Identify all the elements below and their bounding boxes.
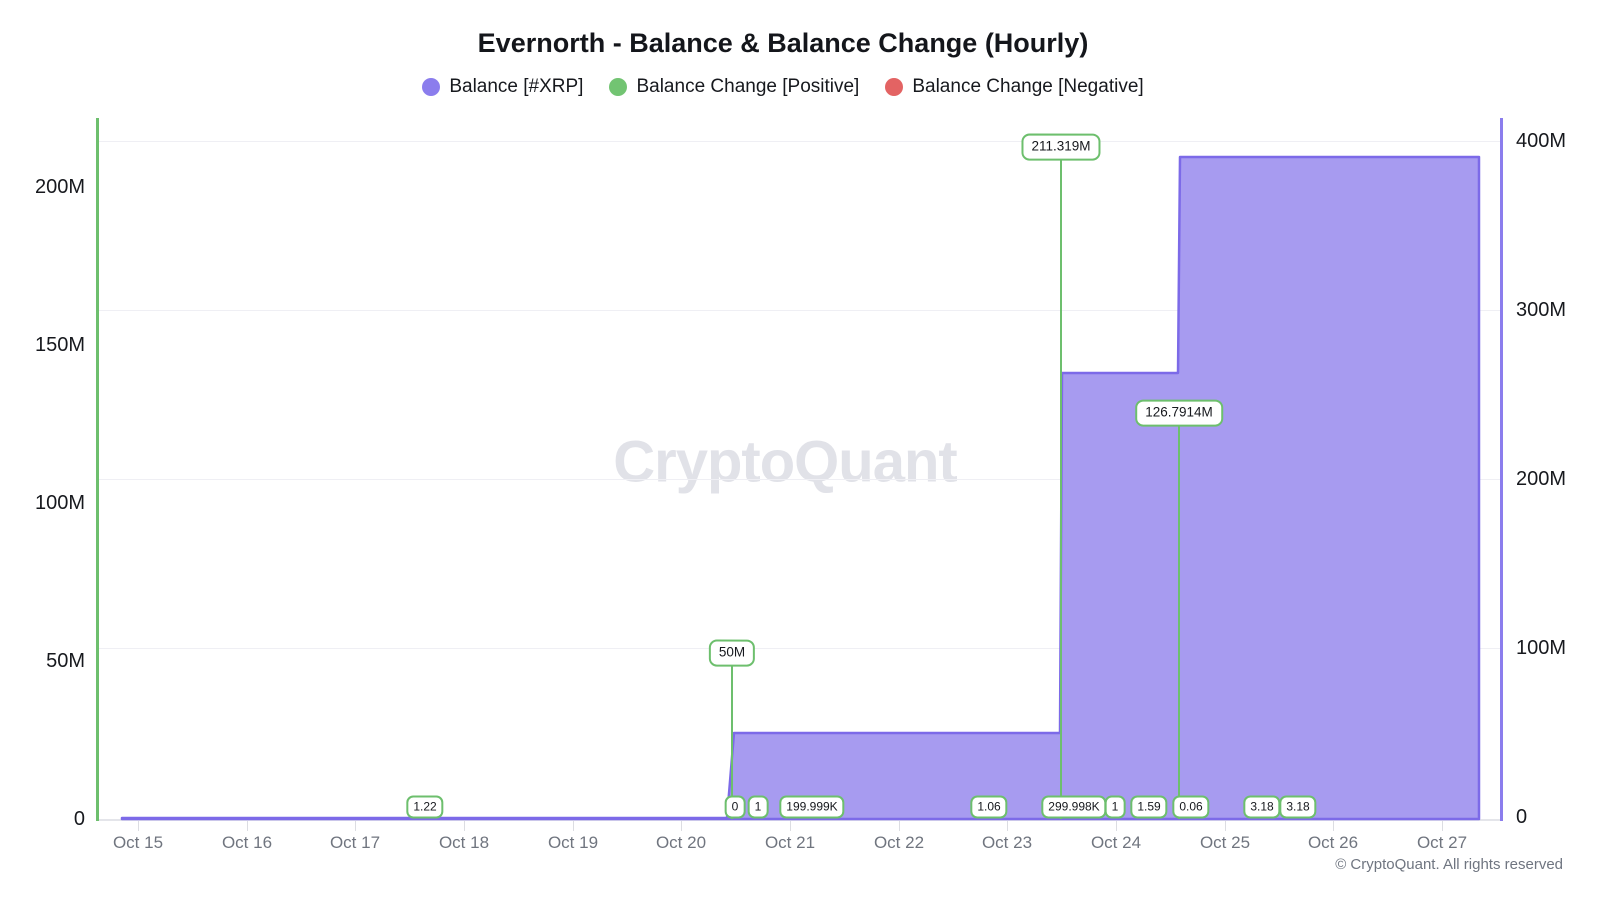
change-badge: 1.22 xyxy=(406,795,444,819)
change-badge: 126.7914M xyxy=(1135,399,1223,427)
x-axis-tick-mark xyxy=(680,821,682,831)
x-axis-tick-mark xyxy=(898,821,900,831)
x-axis-tick-mark xyxy=(1332,821,1334,831)
right-axis-tick-label: 100M xyxy=(1516,637,1567,659)
change-badge: 0.06 xyxy=(1172,795,1210,819)
positive-change-line xyxy=(1060,160,1062,819)
x-axis-tick-mark xyxy=(789,821,791,831)
legend-label: Balance Change [Positive] xyxy=(636,76,860,97)
x-axis-tick-label: Oct 21 xyxy=(764,833,816,852)
change-badge: 299.998K xyxy=(1041,795,1107,819)
right-axis-tick-label: 400M xyxy=(1516,130,1567,152)
positive-change-line xyxy=(731,666,733,819)
gridline xyxy=(98,478,1502,480)
x-axis-tick-label: Oct 19 xyxy=(547,833,599,852)
x-axis-tick-mark xyxy=(354,821,356,831)
cryptoquant-watermark: CryptoQuant xyxy=(613,429,957,495)
legend-item-balance[interactable]: Balance [#XRP] xyxy=(422,76,583,98)
x-axis-tick-mark xyxy=(572,821,574,831)
left-axis-tick-label: 50M xyxy=(46,650,85,672)
change-badge: 0 xyxy=(724,795,746,819)
x-axis-tick-label: Oct 26 xyxy=(1307,833,1359,852)
legend: Balance [#XRP] Balance Change [Positive]… xyxy=(0,76,1566,98)
x-axis-tick-label: Oct 20 xyxy=(655,833,707,852)
x-axis-tick-label: Oct 22 xyxy=(873,833,925,852)
balance-series-dot-icon xyxy=(422,78,441,96)
change-badge: 1 xyxy=(747,795,769,819)
x-axis-tick-label: Oct 24 xyxy=(1090,833,1142,852)
positive-change-line xyxy=(1178,426,1180,819)
x-axis-tick-label: Oct 27 xyxy=(1416,833,1468,852)
change-badge: 3.18 xyxy=(1243,795,1281,819)
change-badge: 199.999K xyxy=(779,795,845,819)
chart-title: Evernorth - Balance & Balance Change (Ho… xyxy=(477,28,1089,58)
x-axis-tick-label: Oct 25 xyxy=(1199,833,1251,852)
gridline xyxy=(98,140,1502,142)
left-axis-tick-label: 200M xyxy=(34,176,85,198)
left-axis-tick-label: 100M xyxy=(34,492,85,514)
x-axis-tick-label: Oct 16 xyxy=(221,833,273,852)
x-axis-tick-mark xyxy=(1006,821,1008,831)
gridline xyxy=(98,647,1502,649)
right-axis-tick-label: 0 xyxy=(1516,806,1528,828)
x-axis-tick-mark xyxy=(463,821,465,831)
change-badge: 3.18 xyxy=(1279,795,1317,819)
x-axis-tick-label: Oct 18 xyxy=(438,833,490,852)
right-axis-tick-label: 300M xyxy=(1516,299,1567,321)
left-axis-tick-label: 150M xyxy=(34,334,85,356)
x-axis-tick-label: Oct 23 xyxy=(981,833,1033,852)
x-axis-tick-mark xyxy=(137,821,139,831)
change-badge: 1.06 xyxy=(970,795,1008,819)
negative-change-dot-icon xyxy=(885,78,904,96)
left-axis-line xyxy=(96,118,99,821)
change-badge: 1.59 xyxy=(1130,795,1168,819)
right-axis-line xyxy=(1500,118,1503,821)
x-axis-tick-mark xyxy=(1224,821,1226,831)
x-axis-tick-mark xyxy=(1441,821,1443,831)
change-badge: 1 xyxy=(1104,795,1126,819)
x-axis-tick-mark xyxy=(246,821,248,831)
change-badge: 211.319M xyxy=(1021,133,1101,161)
right-axis-tick-label: 200M xyxy=(1516,468,1567,490)
positive-change-dot-icon xyxy=(609,78,628,96)
legend-item-balance-change-negative[interactable]: Balance Change [Negative] xyxy=(885,76,1144,98)
x-axis-tick-label: Oct 17 xyxy=(329,833,381,852)
x-axis-tick-label: Oct 15 xyxy=(112,833,164,852)
copyright-text: © CryptoQuant. All rights reserved xyxy=(1335,856,1563,873)
legend-label: Balance Change [Negative] xyxy=(912,76,1144,97)
left-axis-tick-label: 0 xyxy=(73,808,85,830)
x-axis-tick-mark xyxy=(1115,821,1117,831)
change-badge: 50M xyxy=(708,639,756,667)
legend-item-balance-change-positive[interactable]: Balance Change [Positive] xyxy=(609,76,859,98)
legend-label: Balance [#XRP] xyxy=(449,76,584,97)
gridline xyxy=(98,309,1502,311)
